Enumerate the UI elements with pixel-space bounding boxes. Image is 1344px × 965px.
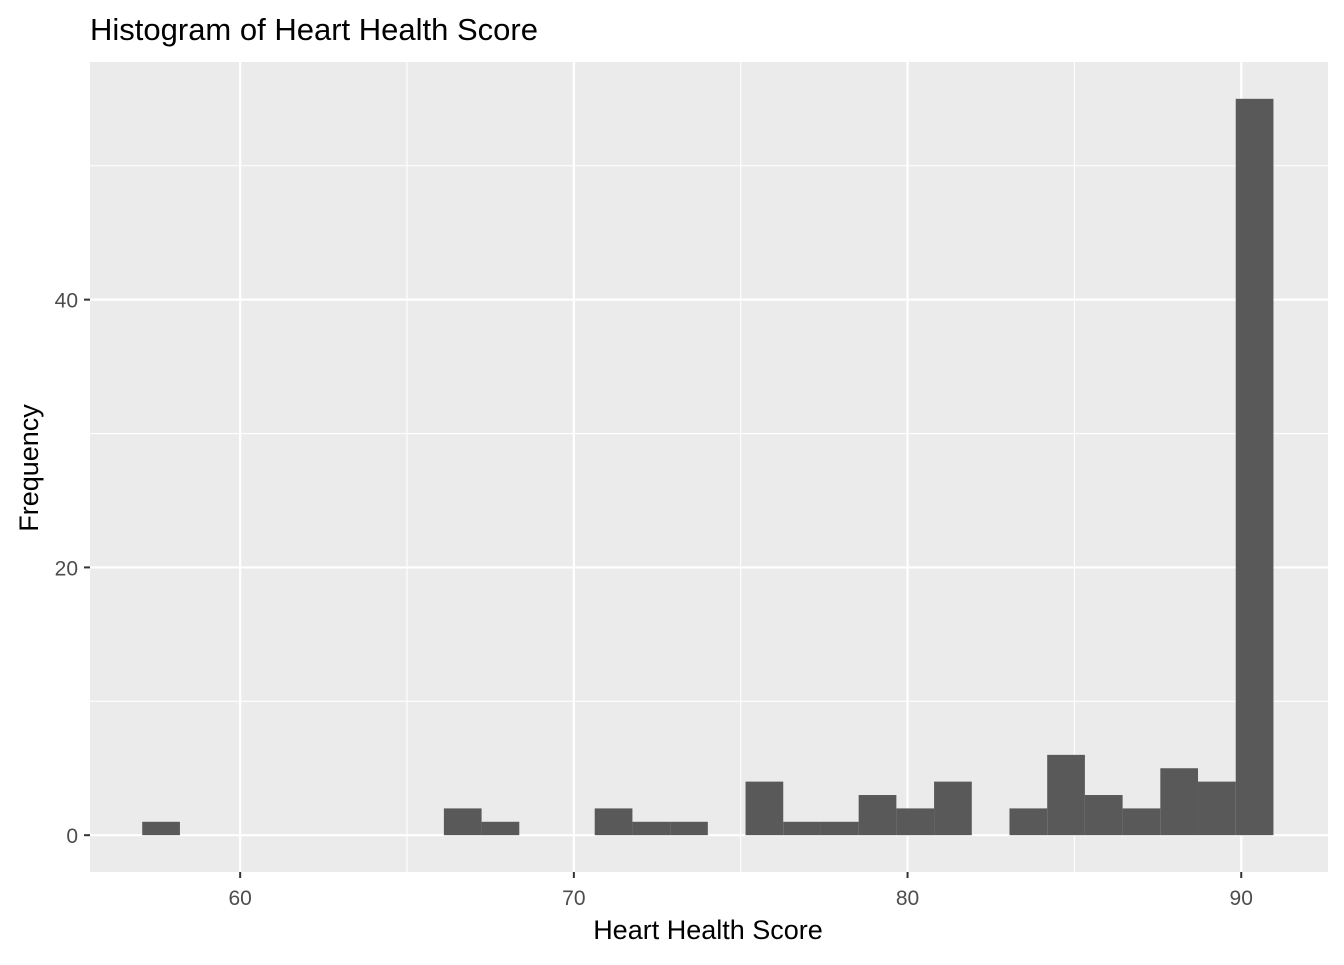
histogram-bar: [858, 795, 897, 836]
histogram-bar: [142, 821, 180, 836]
histogram-bar: [1047, 754, 1085, 836]
histogram-bar: [1009, 808, 1048, 836]
y-tick-label: 20: [55, 557, 78, 580]
histogram-bar: [1084, 795, 1123, 836]
histogram-bar: [670, 821, 708, 836]
x-axis: 60 70 80 90: [228, 872, 1253, 910]
histogram-bar: [594, 808, 633, 836]
histogram-bar: [481, 821, 520, 836]
histogram-bar: [1160, 768, 1199, 836]
histogram-bar: [443, 808, 482, 836]
histogram-bars: [142, 98, 1274, 836]
histogram-bar: [783, 821, 821, 836]
histogram-bar: [632, 821, 671, 836]
x-tick-label: 60: [228, 887, 251, 910]
histogram-bar: [1198, 781, 1236, 836]
histogram-bar: [934, 781, 972, 836]
x-axis-title: Heart Health Score: [593, 915, 823, 945]
x-tick-label: 80: [896, 887, 919, 910]
plot-panel: [90, 62, 1328, 872]
y-tick-label: 0: [66, 825, 78, 848]
histogram-bar: [896, 808, 935, 836]
minor-gridlines: [90, 62, 1328, 872]
y-tick-label: 40: [55, 290, 78, 313]
histogram-bar: [820, 821, 859, 836]
histogram-bar: [1122, 808, 1161, 836]
x-tick-label: 90: [1230, 887, 1253, 910]
chart-title: Histogram of Heart Health Score: [90, 12, 538, 47]
y-axis: 0 20 40: [55, 290, 90, 848]
y-axis-title: Frequency: [14, 404, 44, 532]
histogram-bar: [745, 781, 784, 836]
histogram-bar: [1235, 98, 1274, 836]
x-tick-label: 70: [562, 887, 585, 910]
